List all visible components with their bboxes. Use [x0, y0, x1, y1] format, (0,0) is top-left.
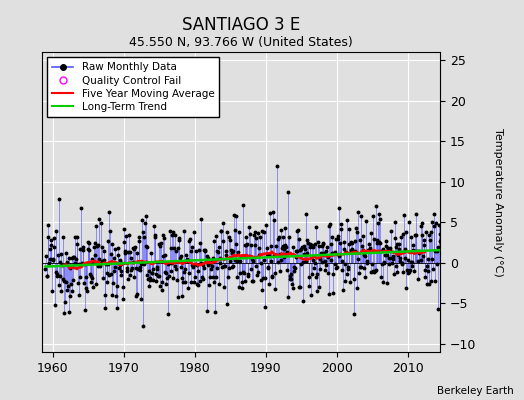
- Legend: Raw Monthly Data, Quality Control Fail, Five Year Moving Average, Long-Term Tren: Raw Monthly Data, Quality Control Fail, …: [47, 57, 220, 117]
- Text: 45.550 N, 93.766 W (United States): 45.550 N, 93.766 W (United States): [129, 36, 353, 49]
- Y-axis label: Temperature Anomaly (°C): Temperature Anomaly (°C): [493, 128, 503, 276]
- Text: SANTIAGO 3 E: SANTIAGO 3 E: [182, 16, 300, 34]
- Text: Berkeley Earth: Berkeley Earth: [437, 386, 514, 396]
